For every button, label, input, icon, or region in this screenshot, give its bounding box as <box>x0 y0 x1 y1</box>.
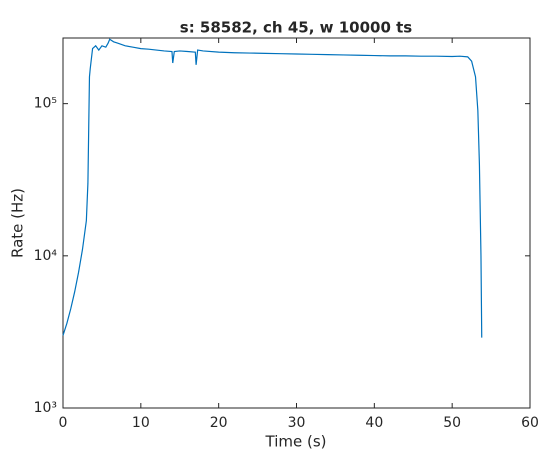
x-tick-label: 30 <box>288 415 306 431</box>
y-tick-label: 10⁵ <box>34 96 57 112</box>
y-tick-label: 10⁴ <box>34 248 58 264</box>
chart-title: s: 58582, ch 45, w 10000 ts <box>180 19 412 37</box>
x-tick-label: 20 <box>210 415 228 431</box>
x-tick-label: 60 <box>521 415 539 431</box>
x-axis-label: Time (s) <box>265 433 327 451</box>
x-tick-label: 0 <box>59 415 68 431</box>
y-tick-label: 10³ <box>34 400 57 416</box>
data-line <box>62 38 483 338</box>
y-axis-label: Rate (Hz) <box>9 188 27 258</box>
x-tick-label: 10 <box>132 415 150 431</box>
x-tick-label: 40 <box>365 415 383 431</box>
plot-area <box>62 37 531 409</box>
x-tick-label: 50 <box>443 415 461 431</box>
